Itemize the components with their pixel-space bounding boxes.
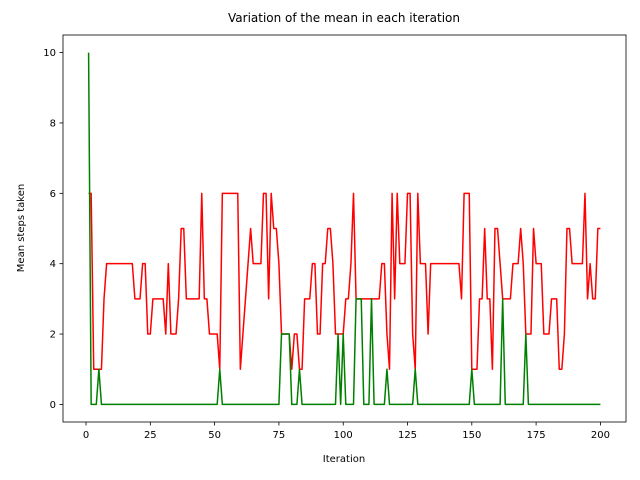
y-tick-label: 2 [50, 330, 56, 341]
x-tick-label: 150 [462, 430, 481, 441]
plot-frame [62, 34, 627, 423]
series-line [87, 52, 601, 406]
y-tick-label: 10 [43, 48, 56, 59]
x-tick-label: 25 [144, 430, 157, 441]
y-tick-label: 0 [50, 400, 56, 411]
x-tick-label: 100 [334, 430, 353, 441]
y-tick-label: 4 [50, 259, 56, 270]
y-axis-label: Mean steps taken [16, 184, 27, 272]
x-tick-label: 75 [273, 430, 286, 441]
x-tick-label: 0 [83, 430, 89, 441]
x-axis-label: Iteration [323, 454, 365, 465]
chart-title: Variation of the mean in each iteration [228, 11, 460, 25]
x-tick-label: 50 [208, 430, 221, 441]
x-tick-label: 125 [398, 430, 417, 441]
series-line [88, 192, 601, 370]
y-tick-label: 6 [50, 189, 56, 200]
y-tick-label: 8 [50, 118, 56, 129]
x-tick-label: 175 [527, 430, 546, 441]
x-tick-label: 200 [591, 430, 610, 441]
